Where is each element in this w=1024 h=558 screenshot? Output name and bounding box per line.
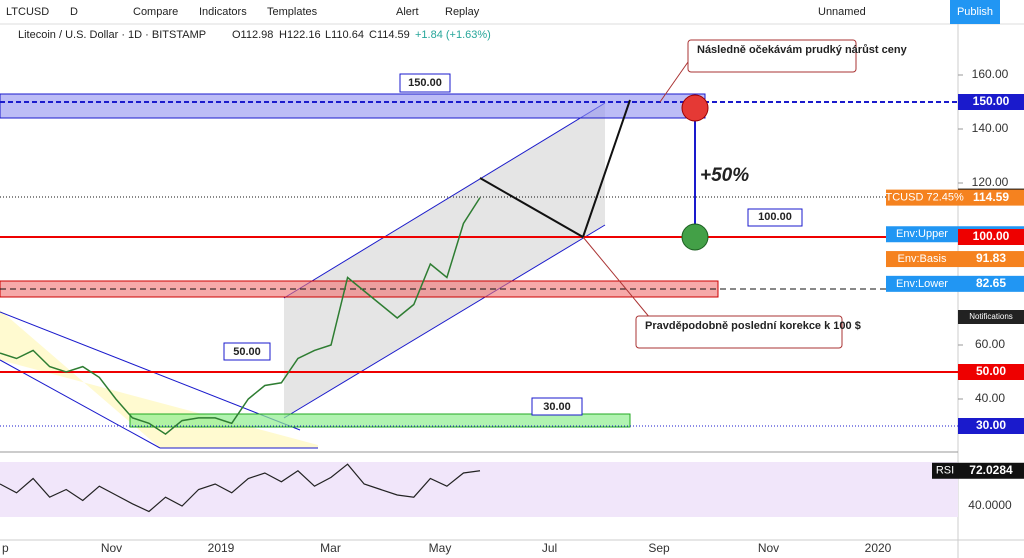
x-tick-label: 2019 bbox=[208, 541, 235, 555]
rsi-label: 72.0284 bbox=[969, 463, 1013, 477]
price-label: 100.00 bbox=[973, 229, 1010, 243]
price-label: 82.65 bbox=[976, 276, 1006, 290]
replay[interactable]: Replay bbox=[445, 6, 480, 18]
rsi-name-box bbox=[932, 462, 958, 479]
notifications[interactable]: Notifications bbox=[969, 312, 1013, 321]
toolbar bbox=[0, 0, 1024, 24]
rsi-line bbox=[0, 463, 481, 513]
indicator-name: LTCUSD 72.45% bbox=[880, 192, 964, 204]
top-note: Následně očekávám prudký nárůst ceny bbox=[697, 44, 908, 56]
legend-open: O112.98 bbox=[232, 29, 273, 41]
rsi-label-box bbox=[958, 462, 1024, 479]
y-tick-label: 160.00 bbox=[972, 67, 1009, 81]
price-line bbox=[0, 197, 481, 436]
price-label: 150.00 bbox=[973, 94, 1010, 108]
support-zone bbox=[129, 413, 631, 428]
indicator-name: Env:Upper bbox=[896, 228, 948, 240]
indicator-name: Env:Basis bbox=[898, 253, 947, 265]
box-150: 150.00 bbox=[408, 77, 442, 89]
x-tick-label: Nov bbox=[758, 541, 779, 555]
indicator-name-box bbox=[886, 251, 958, 268]
publish-button[interactable] bbox=[950, 0, 1000, 24]
indicators[interactable]: Indicators bbox=[199, 6, 247, 18]
x-tick-label: Jul bbox=[542, 541, 557, 555]
x-tick-label: May bbox=[429, 541, 452, 555]
price-label: 30.00 bbox=[976, 418, 1006, 432]
price-label-box bbox=[958, 364, 1024, 380]
box-30: 30.00 bbox=[543, 401, 571, 413]
indicator-name-box bbox=[886, 275, 958, 292]
y-tick-label: 120.00 bbox=[972, 175, 1009, 189]
templates[interactable]: Templates bbox=[267, 6, 318, 18]
price-label: 50.00 bbox=[976, 364, 1006, 378]
legend-close: C114.59 bbox=[369, 29, 410, 41]
price-label: 114.59 bbox=[973, 190, 1009, 204]
envelope-zone bbox=[0, 280, 719, 298]
legend-title: Litecoin / U.S. Dollar · 1D · BITSTAMP bbox=[18, 29, 206, 41]
price-label-box bbox=[958, 94, 1024, 110]
box-100: 100.00 bbox=[758, 211, 792, 223]
projection-area bbox=[284, 103, 605, 418]
alert[interactable]: Alert bbox=[396, 6, 419, 18]
indicator-name-box bbox=[886, 189, 958, 206]
price-label: 91.83 bbox=[976, 251, 1006, 265]
gain-label: +50% bbox=[700, 165, 749, 186]
indicator-name-box bbox=[886, 226, 958, 243]
x-tick-label: Nov bbox=[101, 541, 122, 555]
rsi-tick-label: 40.0000 bbox=[968, 498, 1012, 512]
price-label-box bbox=[958, 418, 1024, 434]
legend-change: +1.84 (+1.63%) bbox=[415, 29, 491, 41]
compare[interactable]: Compare bbox=[133, 6, 178, 18]
x-tick-label: 2020 bbox=[865, 541, 892, 555]
y-tick-label: 60.00 bbox=[975, 337, 1005, 351]
symbol[interactable]: LTCUSD bbox=[6, 6, 49, 18]
price-label-box bbox=[958, 275, 1024, 292]
publish[interactable]: Publish bbox=[957, 6, 993, 18]
indicator-name: Env:Lower bbox=[896, 278, 948, 290]
rsi-name: RSI bbox=[936, 465, 954, 477]
resistance-zone bbox=[0, 93, 706, 119]
interval[interactable]: D bbox=[70, 6, 78, 18]
price-label-box bbox=[958, 251, 1024, 268]
x-tick-label: Mar bbox=[320, 541, 341, 555]
legend-low: L110.64 bbox=[325, 29, 364, 41]
y-tick-label: 140.00 bbox=[972, 121, 1009, 135]
bottom-note: Pravděpodobně poslední korekce k 100 $ bbox=[645, 320, 861, 332]
legend-high: H122.16 bbox=[279, 29, 321, 41]
x-tick-label: Sep bbox=[648, 541, 670, 555]
box-50: 50.00 bbox=[233, 346, 261, 358]
price-label-box bbox=[958, 189, 1024, 206]
price-label-box bbox=[958, 229, 1024, 245]
x-tick-label: p bbox=[2, 541, 9, 555]
layout-name[interactable]: Unnamed bbox=[818, 6, 866, 18]
y-tick-label: 40.00 bbox=[975, 391, 1005, 405]
